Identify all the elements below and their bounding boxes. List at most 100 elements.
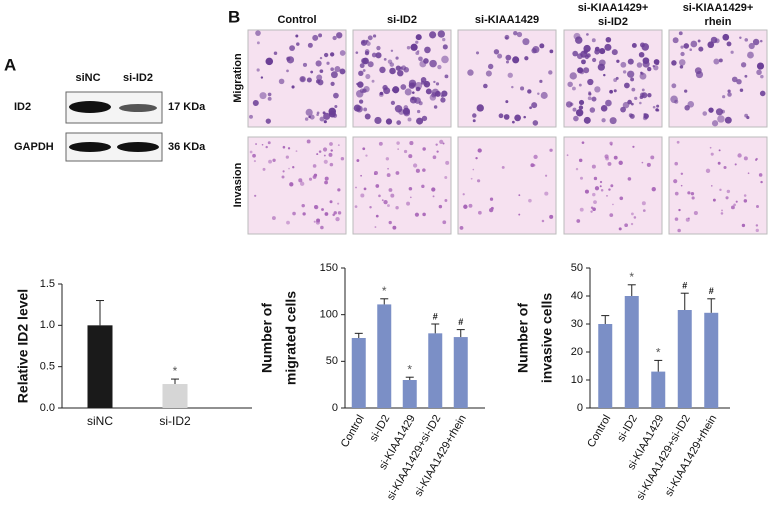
- cell: [583, 67, 590, 74]
- cell: [375, 214, 379, 218]
- cell: [755, 205, 759, 209]
- cell: [592, 192, 596, 197]
- cell: [674, 161, 679, 166]
- cell: [632, 145, 635, 148]
- cell: [581, 141, 585, 145]
- cell: [578, 158, 583, 163]
- y-axis-label: invasive cells: [539, 293, 555, 384]
- blot-band: [69, 142, 111, 152]
- cell: [267, 96, 272, 101]
- cell: [365, 74, 371, 80]
- micrograph: [668, 136, 768, 235]
- cell: [618, 227, 622, 231]
- cell: [676, 140, 680, 144]
- cell: [332, 35, 337, 41]
- cell: [472, 168, 475, 171]
- cell: [630, 77, 635, 82]
- cell: [439, 139, 444, 144]
- cell: [372, 34, 377, 38]
- column-label: Control: [277, 14, 316, 26]
- cell: [415, 40, 419, 44]
- cell: [641, 161, 644, 164]
- cell: [442, 142, 445, 145]
- cell: [470, 177, 473, 180]
- cell: [687, 101, 695, 108]
- cell: [613, 155, 618, 160]
- cell: [364, 113, 371, 120]
- cell: [549, 49, 554, 54]
- cell: [758, 173, 763, 177]
- cell: [544, 191, 549, 196]
- y-axis-label: Number of: [515, 303, 531, 373]
- cell: [592, 57, 597, 63]
- cell: [756, 69, 762, 76]
- cell: [755, 224, 759, 227]
- cell: [326, 61, 330, 65]
- cell: [520, 86, 525, 91]
- significance-marker: #: [458, 317, 463, 327]
- significance-marker: #: [433, 311, 438, 321]
- cell: [597, 63, 605, 71]
- cell: [363, 107, 368, 112]
- cell: [734, 163, 737, 166]
- cell: [425, 88, 432, 95]
- cell: [329, 200, 333, 204]
- cell: [256, 68, 260, 72]
- cell: [385, 118, 393, 125]
- cell: [514, 114, 522, 122]
- cell: [613, 89, 617, 93]
- cell: [627, 99, 632, 105]
- cell: [408, 186, 413, 191]
- cell: [278, 78, 285, 85]
- cell: [697, 39, 701, 43]
- y-tick-label: 40: [571, 290, 583, 302]
- cell: [432, 155, 437, 160]
- cell: [485, 70, 492, 77]
- cell: [288, 167, 290, 170]
- cell: [591, 38, 596, 43]
- cell: [516, 31, 523, 38]
- cell: [395, 206, 399, 210]
- cell: [360, 193, 365, 198]
- cell: [719, 188, 722, 192]
- bar: [453, 337, 468, 408]
- cell: [292, 166, 295, 169]
- cell: [306, 77, 312, 83]
- cell: [590, 210, 593, 213]
- cell: [708, 107, 714, 113]
- cell: [416, 117, 424, 125]
- cell: [265, 145, 268, 149]
- protein-label: GAPDH: [14, 141, 54, 153]
- cell: [620, 61, 627, 68]
- cell: [725, 196, 729, 200]
- cell: [587, 78, 594, 86]
- cell: [493, 49, 500, 55]
- cell: [373, 170, 378, 176]
- cell: [487, 63, 494, 70]
- row-label: Migration: [232, 53, 244, 103]
- cell: [320, 225, 324, 230]
- cell: [356, 159, 360, 162]
- cell: [727, 92, 732, 97]
- cell: [630, 222, 634, 226]
- cell: [539, 79, 543, 83]
- cell: [273, 51, 278, 56]
- cell: [434, 90, 441, 97]
- cell: [432, 195, 435, 198]
- cell: [322, 147, 328, 152]
- cell: [400, 84, 407, 90]
- cell: [436, 150, 439, 153]
- cell: [641, 201, 646, 206]
- cell: [583, 44, 591, 53]
- cell: [501, 165, 505, 169]
- cell: [441, 55, 449, 64]
- cell: [581, 59, 586, 65]
- cell: [634, 96, 638, 101]
- cell: [409, 196, 412, 199]
- cell: [743, 194, 747, 197]
- cell: [308, 177, 313, 181]
- cell: [379, 91, 384, 96]
- y-tick-label: 1.0: [40, 319, 55, 331]
- cell: [316, 113, 319, 117]
- y-tick-label: 0.5: [40, 361, 55, 373]
